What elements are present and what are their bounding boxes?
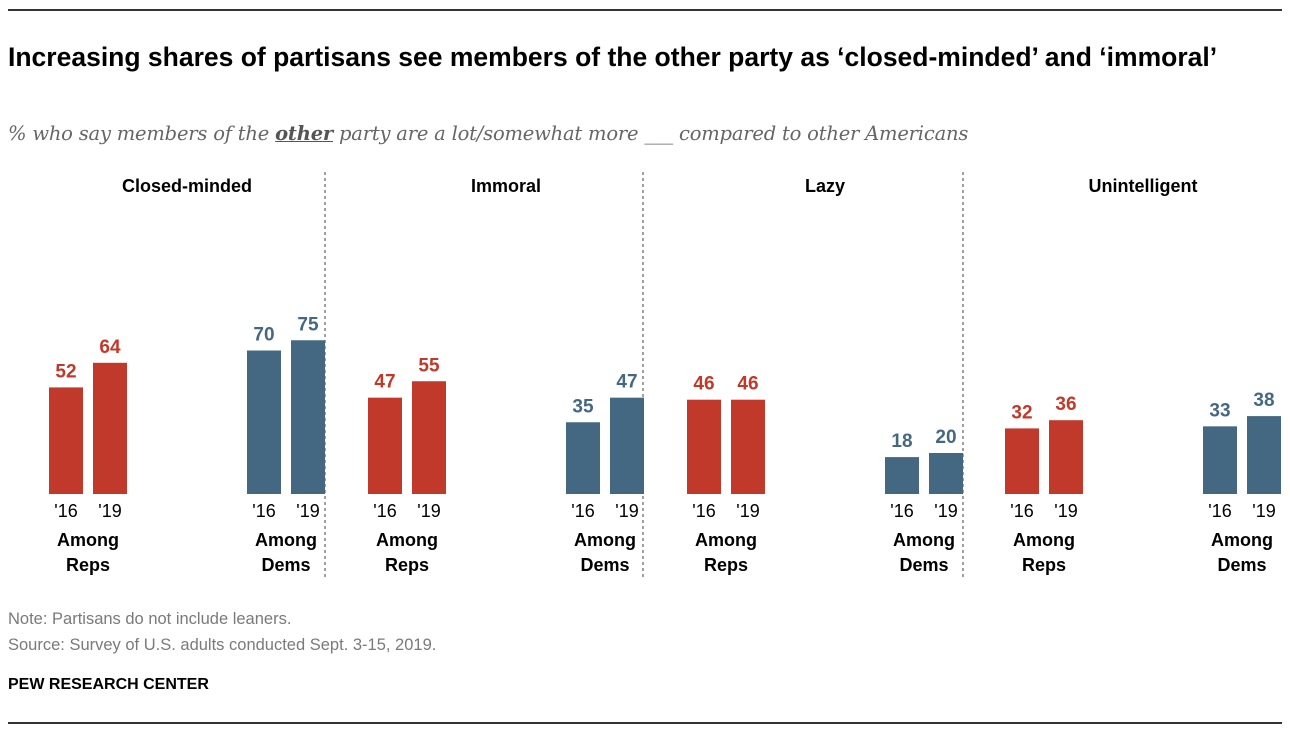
group-label: Among — [1211, 530, 1273, 550]
year-tick-label: '16 — [252, 501, 275, 521]
chart-title: Increasing shares of partisans see membe… — [8, 42, 1218, 72]
bar-reps-1 — [93, 362, 127, 494]
group-label: Reps — [1022, 555, 1066, 575]
group-label: Dems — [261, 555, 310, 575]
subtitle-after: party are a lot/somewhat more ___ compar… — [333, 122, 969, 145]
data-label: 46 — [737, 374, 758, 395]
data-label: 32 — [1011, 402, 1032, 423]
year-tick-label: '16 — [1208, 501, 1231, 521]
group-label: Among — [255, 530, 317, 550]
year-tick-label: '16 — [1010, 501, 1033, 521]
year-tick-label: '19 — [934, 501, 957, 521]
year-tick-label: '19 — [736, 501, 759, 521]
chart-subtitle: % who say members of the other party are… — [8, 122, 1278, 145]
bar-dems-1 — [929, 453, 963, 494]
bottom-rule — [8, 722, 1282, 724]
group-label: Among — [893, 530, 955, 550]
bar-reps-0 — [1005, 428, 1039, 494]
data-label: 52 — [55, 361, 76, 382]
data-label: 47 — [616, 372, 637, 393]
bar-reps-1 — [1049, 420, 1083, 494]
bar-reps-1 — [412, 381, 446, 494]
year-tick-label: '19 — [615, 501, 638, 521]
group-label: Among — [376, 530, 438, 550]
group-label: Dems — [899, 555, 948, 575]
group-label: Dems — [580, 555, 629, 575]
bar-dems-1 — [1247, 416, 1281, 494]
year-tick-label: '19 — [1054, 501, 1077, 521]
data-label: 20 — [935, 427, 956, 448]
group-label: Among — [574, 530, 636, 550]
panel-title: Lazy — [805, 176, 845, 196]
group-label: Among — [1013, 530, 1075, 550]
brand-logo-text: PEW RESEARCH CENTER — [8, 676, 209, 693]
data-label: 33 — [1209, 400, 1230, 421]
bar-reps-0 — [368, 397, 402, 494]
bar-reps-0 — [687, 399, 721, 494]
subtitle-emphasis: other — [275, 122, 333, 145]
bar-reps-0 — [49, 387, 83, 494]
panel-title: Immoral — [471, 176, 541, 196]
bar-dems-1 — [610, 397, 644, 494]
bar-reps-1 — [731, 399, 765, 494]
year-tick-label: '16 — [692, 501, 715, 521]
year-tick-label: '16 — [54, 501, 77, 521]
bar-dems-0 — [885, 457, 919, 494]
year-tick-label: '19 — [98, 501, 121, 521]
bar-dems-0 — [247, 350, 281, 494]
group-label: Reps — [385, 555, 429, 575]
data-label: 70 — [253, 325, 274, 346]
year-tick-label: '16 — [890, 501, 913, 521]
group-label: Among — [57, 530, 119, 550]
data-label: 75 — [297, 314, 319, 335]
data-label: 46 — [693, 374, 714, 395]
year-tick-label: '19 — [417, 501, 440, 521]
data-label: 36 — [1055, 394, 1076, 415]
year-tick-label: '16 — [571, 501, 594, 521]
data-label: 18 — [891, 431, 912, 452]
data-label: 38 — [1253, 390, 1274, 411]
source-text: Source: Survey of U.S. adults conducted … — [8, 636, 437, 654]
bar-chart: Closed-minded 52 '16 64 '19 Among Reps 70 '16 75 '… — [49, 172, 1281, 580]
data-label: 55 — [418, 355, 440, 376]
group-label: Reps — [66, 555, 110, 575]
year-tick-label: '19 — [1252, 501, 1275, 521]
group-label: Among — [695, 530, 757, 550]
footer: Note: Partisans do not include leaners. … — [8, 606, 436, 658]
bar-dems-0 — [566, 422, 600, 494]
group-label: Dems — [1217, 555, 1266, 575]
subtitle-before: % who say members of the — [8, 122, 276, 145]
top-rule — [8, 9, 1282, 11]
bar-dems-0 — [1203, 426, 1237, 494]
note-text: Note: Partisans do not include leaners. — [8, 610, 292, 628]
data-label: 47 — [374, 372, 395, 393]
panel-title: Closed-minded — [122, 176, 252, 196]
year-tick-label: '16 — [373, 501, 396, 521]
year-tick-label: '19 — [296, 501, 319, 521]
data-label: 64 — [99, 337, 121, 358]
group-label: Reps — [704, 555, 748, 575]
bar-dems-1 — [291, 340, 325, 494]
data-label: 35 — [572, 396, 594, 417]
panel-title: Unintelligent — [1089, 176, 1198, 196]
